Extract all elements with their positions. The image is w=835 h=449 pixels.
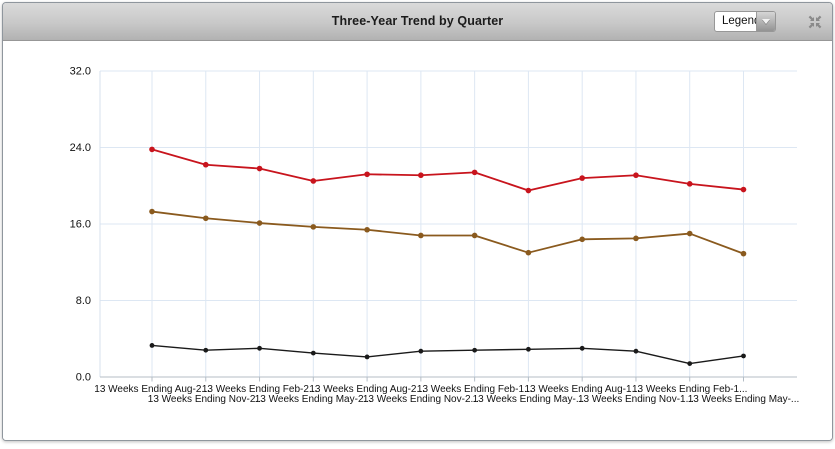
x-tick-label: 13 Weeks Ending Feb-1... bbox=[632, 384, 747, 395]
series-red-line bbox=[151, 148, 745, 192]
y-tick-label: 8.0 bbox=[76, 295, 91, 307]
series-black-point bbox=[310, 350, 316, 356]
x-tick-label: 13 Weeks Ending May-2... bbox=[255, 394, 372, 405]
series-black-point bbox=[633, 348, 639, 354]
collapse-icon[interactable] bbox=[807, 14, 823, 30]
x-tick-label: 13 Weeks Ending May-... bbox=[473, 394, 585, 405]
x-tick-label: 13 Weeks Ending Aug-1... bbox=[524, 384, 639, 395]
series-brown-point bbox=[256, 220, 263, 226]
series-black-point bbox=[418, 348, 424, 354]
legend-dropdown[interactable]: Legend bbox=[714, 11, 776, 32]
x-tick-label: 13 Weeks Ending May-... bbox=[688, 394, 800, 405]
series-brown-line bbox=[151, 210, 745, 255]
series-black-point bbox=[149, 343, 155, 348]
series-black-point bbox=[526, 346, 531, 352]
series-black-point bbox=[257, 345, 262, 351]
series-red-point bbox=[579, 175, 585, 181]
series-brown-point bbox=[364, 226, 370, 233]
series-brown-point bbox=[686, 230, 693, 237]
x-tick-label: 13 Weeks Ending Aug-2... bbox=[94, 384, 209, 395]
series-brown-point bbox=[740, 250, 747, 257]
legend-dropdown-button[interactable] bbox=[756, 12, 775, 31]
series-brown-point bbox=[202, 215, 209, 222]
x-tick-label: 13 Weeks Ending Nov-2... bbox=[148, 394, 264, 405]
series-black-point bbox=[472, 347, 478, 353]
series-brown-point bbox=[310, 224, 317, 230]
x-tick-label: 13 Weeks Ending Nov-2... bbox=[363, 394, 479, 405]
series-red-point bbox=[310, 178, 317, 184]
y-tick-label: 16.0 bbox=[70, 219, 91, 231]
series-red-point bbox=[364, 171, 370, 178]
series-red-point bbox=[525, 187, 532, 194]
chart-content-area: 0.0 8.0 16.0 24.0 32.0 13 Weeks Ending Aug-2.… bbox=[3, 41, 832, 440]
series-black-line bbox=[151, 344, 745, 365]
series-red-point bbox=[256, 165, 263, 172]
series-brown-point bbox=[633, 235, 639, 242]
x-tick-label: 13 Weeks Ending Aug-2... bbox=[309, 384, 424, 395]
series-black-point bbox=[579, 345, 585, 351]
chevron-down-icon bbox=[762, 19, 770, 24]
series-red-point bbox=[202, 161, 209, 168]
collapse-arrows-icon bbox=[808, 15, 822, 29]
series-black-point bbox=[687, 361, 693, 367]
series-red-point bbox=[418, 172, 424, 179]
series-black-point bbox=[741, 353, 746, 359]
series-red-point bbox=[633, 172, 639, 179]
series-brown-point bbox=[579, 236, 585, 243]
chart-widget-header: Three-Year Trend by Quarter Legend bbox=[3, 3, 832, 41]
y-tick-label: 24.0 bbox=[70, 142, 91, 154]
line-chart: 0.0 8.0 16.0 24.0 32.0 13 Weeks Ending Aug-2.… bbox=[70, 66, 800, 406]
series-black-point bbox=[364, 354, 370, 360]
series-red-point bbox=[740, 186, 747, 193]
series-red-point bbox=[686, 181, 693, 187]
series-red-point bbox=[471, 169, 478, 176]
series-brown-point bbox=[471, 232, 478, 239]
series-brown-point bbox=[418, 232, 424, 239]
series-brown-point bbox=[525, 249, 532, 256]
series-brown-point bbox=[149, 208, 155, 215]
series-black-point bbox=[203, 347, 209, 353]
x-tick-label: 13 Weeks Ending Feb-2... bbox=[202, 384, 317, 395]
x-tick-label: 13 Weeks Ending Feb-1... bbox=[417, 384, 532, 395]
y-tick-label: 32.0 bbox=[70, 66, 91, 78]
x-tick-label: 13 Weeks Ending Nov-1... bbox=[578, 394, 694, 405]
chart-title: Three-Year Trend by Quarter bbox=[331, 14, 504, 28]
chart-widget-window: Three-Year Trend by Quarter Legend 0.0 8.… bbox=[2, 2, 833, 441]
legend-dropdown-value: Legend bbox=[722, 15, 756, 27]
y-tick-label: 0.0 bbox=[76, 372, 91, 384]
series-red-point bbox=[149, 146, 155, 153]
